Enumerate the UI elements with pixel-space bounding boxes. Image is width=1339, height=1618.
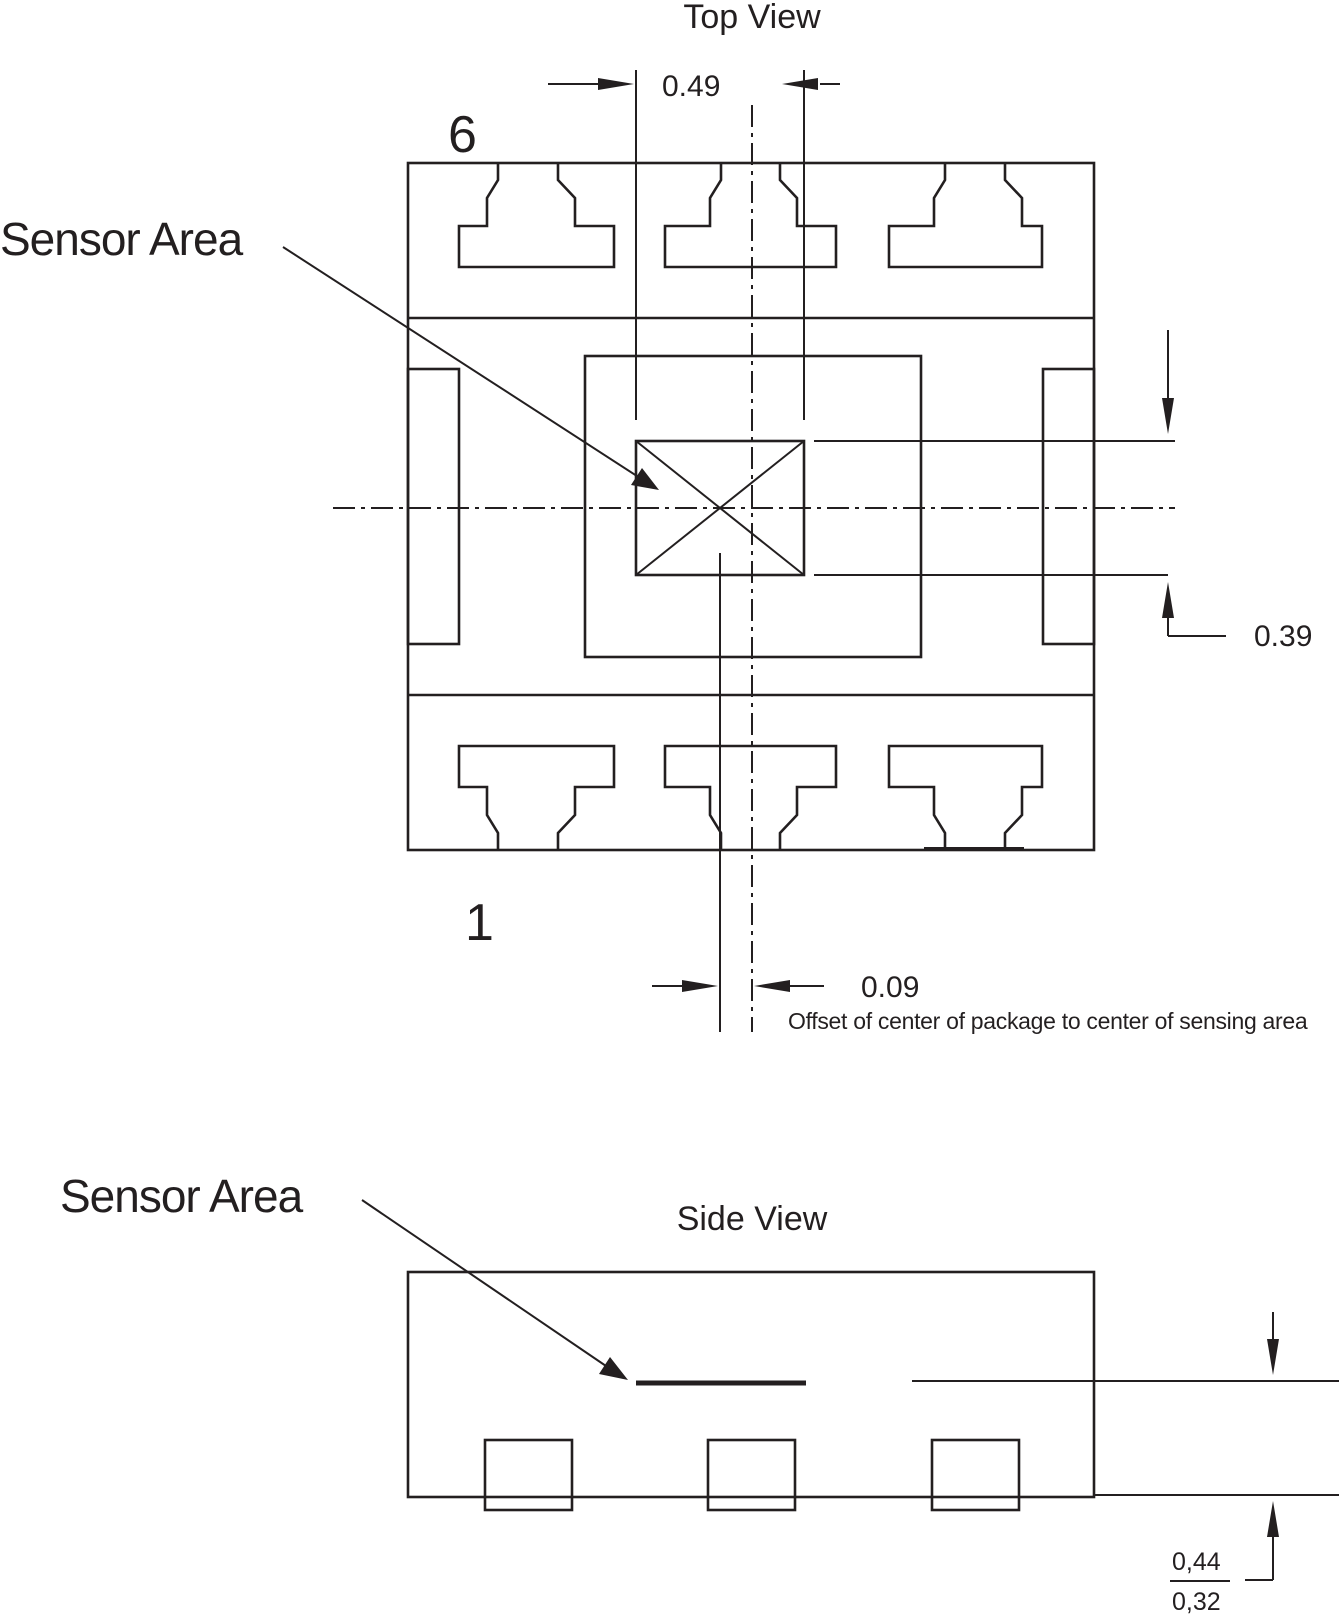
side-dim-top-arrowhead [1267,1339,1279,1375]
pad-bottom-right [887,744,1044,850]
sensor-leader-arrowhead [631,468,659,490]
pad-top-left [457,163,616,269]
height-dim-bottom-arrowhead [1162,582,1174,618]
side-view-title: Side View [677,1200,828,1238]
sensor-area-label: Sensor Area [0,213,244,265]
offset-dim-left-arrowhead [682,980,718,992]
side-view: Side View Sensor Area 0,44 0,32 [60,1170,1339,1616]
pad-bottom-center [663,744,838,850]
height-dim-top-arrowhead [1162,398,1174,434]
side-sensor-area-label: Sensor Area [60,1170,304,1222]
sensor-leader-line [282,246,641,479]
side-dim-lower-value: 0,32 [1172,1588,1221,1616]
side-sensor-leader-line [361,1199,607,1367]
pad-top-right [887,163,1044,269]
pin-6-label: 6 [448,106,477,164]
side-package-body [406,1270,1096,1499]
side-sensor-leader-arrowhead [599,1357,628,1380]
pad-bottom-left [457,744,616,850]
top-view-title: Top View [683,0,821,36]
right-side-pad [1041,367,1096,646]
width-dim-arrowhead-left [598,78,634,90]
pad-top-center [663,163,838,269]
pin-1-label: 1 [465,894,494,952]
offset-dim-value: 0.09 [861,971,919,1004]
height-dim-value: 0.39 [1254,620,1312,653]
left-side-pad [406,367,461,646]
side-terminal-left [483,1438,574,1512]
width-dim-value: 0.49 [662,70,720,103]
side-dim-bottom-arrowhead [1267,1501,1279,1537]
top-view: Top View 6 1 Sensor Area [0,0,1312,1034]
side-terminal-center [706,1438,797,1512]
width-dim-arrowhead-right [782,78,818,90]
side-dim-upper-value: 0,44 [1172,1548,1221,1576]
side-terminal-right [930,1438,1021,1512]
offset-dim-right-arrowhead [754,980,790,992]
offset-note: Offset of center of package to center of… [788,1008,1308,1034]
